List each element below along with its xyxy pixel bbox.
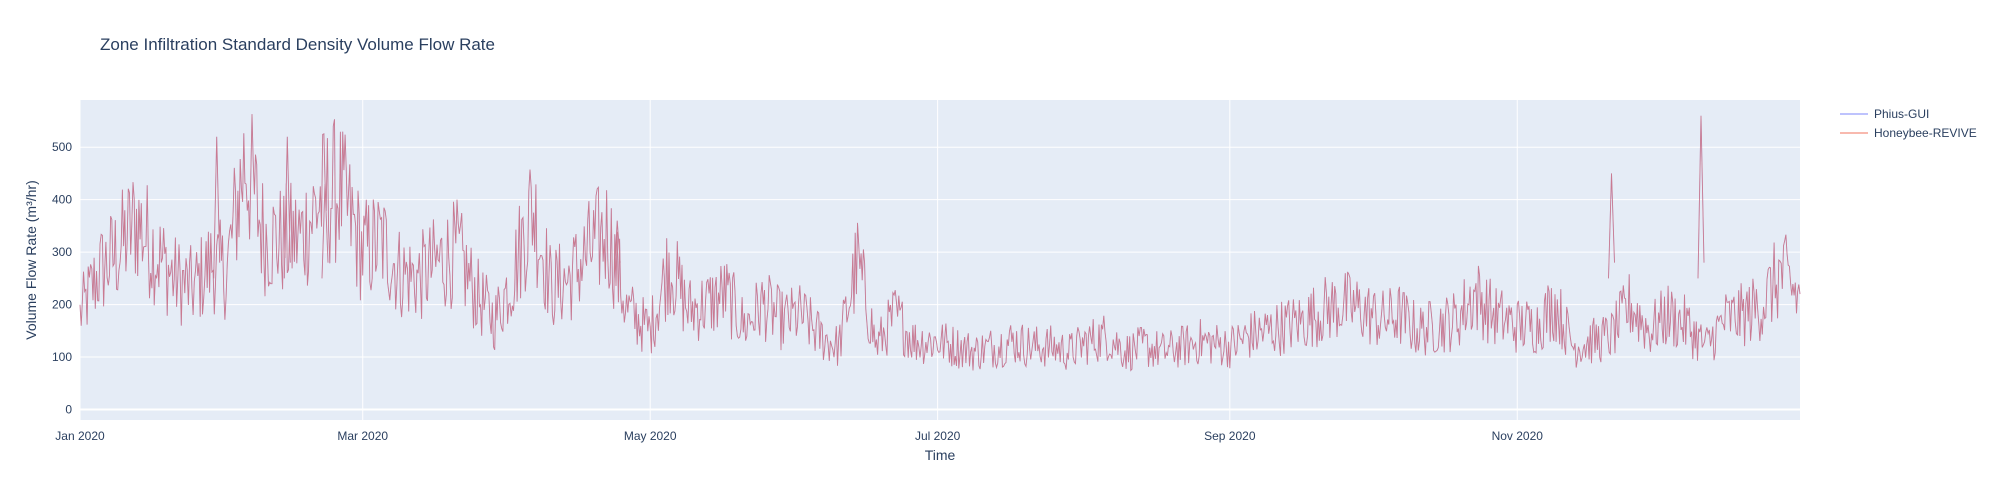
x-tick-label: Jan 2020 bbox=[55, 429, 105, 443]
legend-item[interactable]: Honeybee-REVIVE bbox=[1840, 126, 1977, 140]
plot-area bbox=[80, 100, 1800, 420]
legend-label: Phius-GUI bbox=[1874, 107, 1929, 121]
y-tick-label: 300 bbox=[52, 245, 72, 259]
x-tick-label: Nov 2020 bbox=[1492, 429, 1544, 443]
x-tick-label: Sep 2020 bbox=[1204, 429, 1256, 443]
y-tick-label: 100 bbox=[52, 350, 72, 364]
y-tick-label: 0 bbox=[65, 403, 72, 417]
y-tick-label: 500 bbox=[52, 140, 72, 154]
y-axis-title: Volume Flow Rate (m³/hr) bbox=[23, 180, 39, 339]
x-axis-title: Time bbox=[925, 447, 956, 463]
legend-label: Honeybee-REVIVE bbox=[1874, 126, 1977, 140]
legend[interactable]: Phius-GUI Honeybee-REVIVE bbox=[1840, 107, 1977, 140]
y-tick-label: 200 bbox=[52, 298, 72, 312]
x-tick-label: Jul 2020 bbox=[915, 429, 961, 443]
y-tick-label: 400 bbox=[52, 193, 72, 207]
chart-title: Zone Infiltration Standard Density Volum… bbox=[100, 35, 495, 54]
legend-item[interactable]: Phius-GUI bbox=[1840, 107, 1929, 121]
grid-lines bbox=[79, 100, 1800, 420]
x-axis-ticks: Jan 2020 Mar 2020 May 2020 Jul 2020 Sep 2020… bbox=[55, 429, 1543, 443]
x-tick-label: May 2020 bbox=[624, 429, 677, 443]
series-lines bbox=[79, 114, 1801, 372]
y-axis-ticks: 0 100 200 300 400 500 bbox=[52, 140, 72, 416]
series-line-honeybee-revive bbox=[79, 114, 1801, 372]
x-tick-label: Mar 2020 bbox=[337, 429, 388, 443]
